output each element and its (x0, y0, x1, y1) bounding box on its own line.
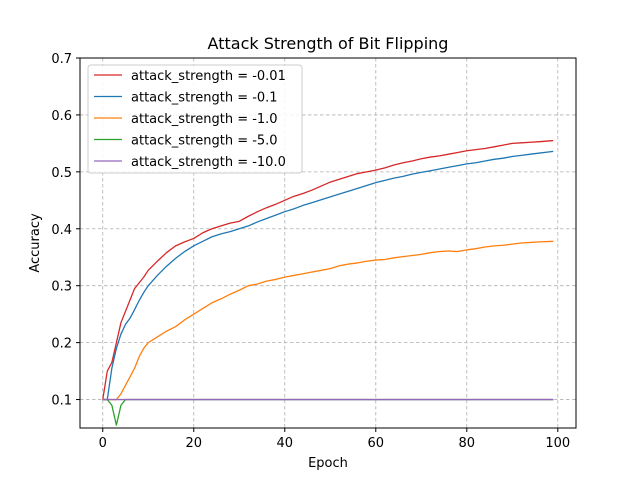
x-tick-label: 40 (276, 436, 293, 451)
y-tick-label: 0.1 (51, 394, 72, 409)
legend-entry-1: attack_strength = -0.1 (131, 91, 278, 106)
legend-entry-0: attack_strength = -0.01 (131, 69, 286, 84)
x-tick-label: 60 (368, 436, 385, 451)
y-tick-label: 0.5 (51, 166, 72, 181)
y-tick-label: 0.6 (51, 109, 72, 124)
series-layer (102, 139, 554, 426)
y-tick-label: 0.4 (51, 223, 72, 238)
series-line-2 (102, 240, 554, 401)
series-line-0 (102, 139, 554, 400)
x-tick-label: 0 (99, 436, 107, 451)
legend-entry-3: attack_strength = -5.0 (131, 134, 278, 149)
x-tick-label: 20 (185, 436, 202, 451)
ticks: 0 20 40 60 80 100 0.1 0.2 0.3 0.4 0.5 0.6 0.7 (51, 52, 570, 451)
legend: attack_strength = -0.01 attack_strength =… (87, 64, 303, 174)
legend-box (87, 64, 303, 174)
chart-title: Attack Strength of Bit Flipping (208, 34, 449, 53)
y-axis-label: Accuracy (28, 213, 43, 273)
y-tick-label: 0.7 (51, 52, 72, 67)
x-tick-label: 80 (459, 436, 476, 451)
legend-entry-4: attack_strength = -10.0 (131, 155, 286, 170)
x-tick-label: 100 (545, 436, 570, 451)
y-tick-label: 0.3 (51, 280, 72, 295)
plot-area-frame (79, 57, 577, 429)
x-axis-label: Epoch (308, 456, 348, 471)
series-line-3 (102, 398, 554, 426)
y-tick-label: 0.2 (51, 337, 72, 352)
legend-entry-2: attack_strength = -1.0 (131, 112, 278, 127)
series-line-1 (102, 150, 554, 401)
